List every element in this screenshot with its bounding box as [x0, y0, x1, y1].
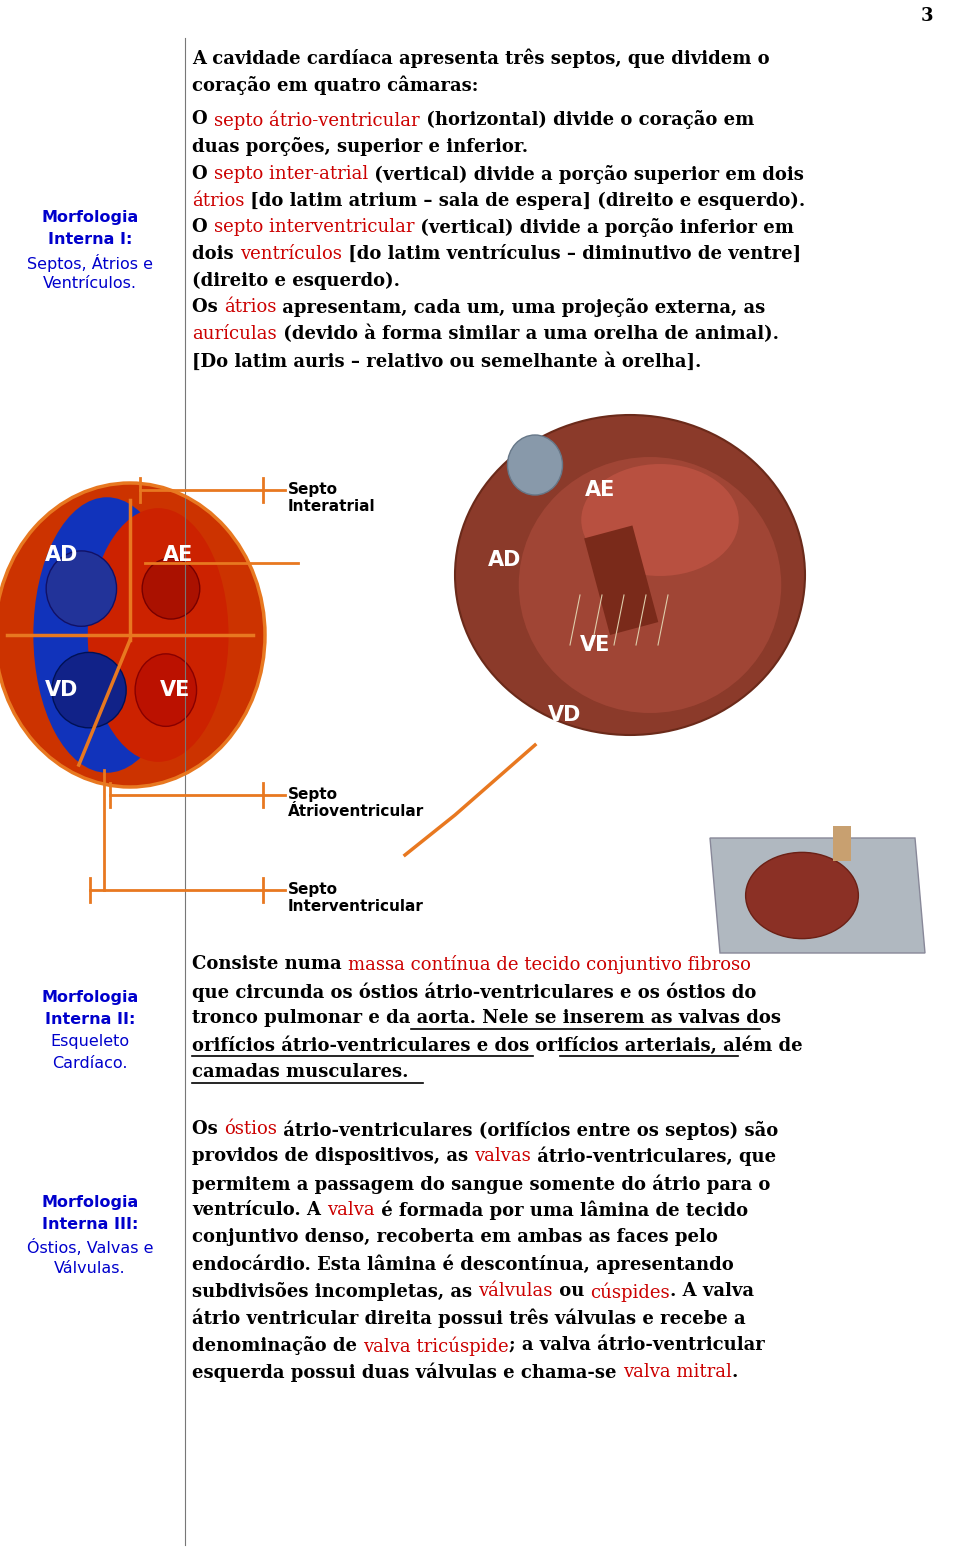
Text: Ventrículos.: Ventrículos.: [43, 276, 137, 292]
Text: cúspides: cúspides: [590, 1281, 670, 1302]
Text: [do latim ventrículus – diminutivo de ventre]: [do latim ventrículus – diminutivo de ve…: [342, 245, 801, 263]
Text: valva tricúspide: valva tricúspide: [363, 1336, 509, 1355]
Text: VD: VD: [45, 680, 79, 700]
Text: septo átrio-ventricular: septo átrio-ventricular: [214, 111, 420, 129]
Text: VE: VE: [580, 635, 611, 655]
Text: massa contínua de tecido conjuntivo fibroso: massa contínua de tecido conjuntivo fibr…: [348, 956, 751, 974]
Text: denominação de: denominação de: [192, 1336, 363, 1355]
Ellipse shape: [87, 508, 228, 762]
Text: Morfologia: Morfologia: [41, 210, 138, 224]
Text: A cavidade cardíaca apresenta três septos, que dividem o: A cavidade cardíaca apresenta três septo…: [192, 48, 770, 67]
Text: septo interventricular: septo interventricular: [214, 218, 415, 235]
Text: duas porções, superior e inferior.: duas porções, superior e inferior.: [192, 137, 528, 156]
Text: átrios: átrios: [224, 298, 276, 316]
Text: Septo
Átrioventricular: Septo Átrioventricular: [288, 787, 424, 820]
Text: átrios: átrios: [192, 192, 245, 210]
Text: que circunda os óstios átrio-ventriculares e os óstios do: que circunda os óstios átrio-ventricular…: [192, 982, 756, 1001]
Text: endocárdio. Esta lâmina é descontínua, apresentando: endocárdio. Esta lâmina é descontínua, a…: [192, 1255, 733, 1275]
Text: ou: ou: [553, 1281, 590, 1300]
Text: valva: valva: [327, 1200, 374, 1219]
Text: AE: AE: [585, 480, 615, 500]
Text: Interna II:: Interna II:: [45, 1012, 135, 1027]
Ellipse shape: [52, 652, 126, 728]
Text: Esqueleto: Esqueleto: [51, 1034, 130, 1049]
Text: Septos, Átrios e: Septos, Átrios e: [27, 254, 153, 271]
Text: camadas musculares.: camadas musculares.: [192, 1063, 409, 1080]
Text: (direito e esquerdo).: (direito e esquerdo).: [192, 271, 400, 290]
Text: .: .: [732, 1363, 738, 1381]
Text: AD: AD: [45, 546, 79, 564]
Text: é formada por uma lâmina de tecido: é formada por uma lâmina de tecido: [374, 1200, 748, 1221]
Text: ventrículo. A: ventrículo. A: [192, 1200, 327, 1219]
Text: Interna I:: Interna I:: [48, 232, 132, 246]
Text: Os: Os: [192, 298, 224, 316]
Ellipse shape: [0, 483, 265, 787]
Text: [Do latim auris – relativo ou semelhante à orelha].: [Do latim auris – relativo ou semelhante…: [192, 352, 702, 371]
Text: esquerda possui duas válvulas e chama-se: esquerda possui duas válvulas e chama-se: [192, 1363, 623, 1383]
Text: Os: Os: [192, 1119, 224, 1138]
Text: valvas: valvas: [474, 1147, 531, 1165]
Text: Cardíaco.: Cardíaco.: [52, 1055, 128, 1071]
Ellipse shape: [46, 550, 116, 627]
Text: Interna III:: Interna III:: [42, 1218, 138, 1232]
Bar: [584, 525, 659, 635]
Text: aurículas: aurículas: [192, 324, 276, 343]
Ellipse shape: [746, 853, 858, 939]
Text: dois: dois: [192, 245, 240, 263]
Text: septo inter-atrial: septo inter-atrial: [214, 165, 368, 182]
Text: átrio ventricular direita possui três válvulas e recebe a: átrio ventricular direita possui três vá…: [192, 1310, 746, 1328]
Text: providos de dispositivos, as: providos de dispositivos, as: [192, 1147, 474, 1165]
Text: átrio-ventriculares (orifícios entre os septos) são: átrio-ventriculares (orifícios entre os …: [276, 1119, 779, 1140]
Ellipse shape: [508, 435, 563, 496]
Text: Óstios, Valvas e: Óstios, Valvas e: [27, 1239, 154, 1257]
Text: Septo
Interventricular: Septo Interventricular: [288, 882, 424, 915]
Text: permitem a passagem do sangue somente do átrio para o: permitem a passagem do sangue somente do…: [192, 1174, 770, 1194]
Text: valva mitral: valva mitral: [623, 1363, 732, 1381]
Ellipse shape: [581, 465, 739, 575]
Text: O: O: [192, 218, 214, 235]
Text: Válvulas.: Válvulas.: [54, 1261, 126, 1275]
Text: válvulas: válvulas: [478, 1281, 553, 1300]
Text: Morfologia: Morfologia: [41, 1196, 138, 1210]
Text: (horizontal) divide o coração em: (horizontal) divide o coração em: [420, 111, 754, 129]
Text: ventrículos: ventrículos: [240, 245, 342, 263]
Text: tronco pulmonar e da aorta. Nele se inserem as valvas dos: tronco pulmonar e da aorta. Nele se inse…: [192, 1009, 781, 1027]
Text: AD: AD: [489, 550, 521, 571]
Text: AE: AE: [163, 546, 193, 564]
Text: 3: 3: [921, 6, 933, 25]
Ellipse shape: [455, 415, 805, 734]
Text: (devido à forma similar a uma orelha de animal).: (devido à forma similar a uma orelha de …: [276, 324, 779, 343]
Text: [do latim atrium – sala de espera] (direito e esquerdo).: [do latim atrium – sala de espera] (dire…: [245, 192, 805, 210]
Ellipse shape: [142, 558, 200, 619]
Text: Morfologia: Morfologia: [41, 990, 138, 1006]
Ellipse shape: [34, 497, 180, 773]
Text: ; a valva átrio-ventricular: ; a valva átrio-ventricular: [509, 1336, 764, 1355]
Text: coração em quatro câmaras:: coração em quatro câmaras:: [192, 75, 478, 95]
Text: átrio-ventriculares, que: átrio-ventriculares, que: [531, 1147, 777, 1166]
Ellipse shape: [135, 653, 197, 726]
Text: O: O: [192, 165, 214, 182]
Text: orifícios átrio-ventriculares e dos orifícios arteriais, além de: orifícios átrio-ventriculares e dos orif…: [192, 1037, 803, 1054]
Text: (vertical) divide a porção superior em dois: (vertical) divide a porção superior em d…: [368, 165, 804, 184]
Text: subdivisões incompletas, as: subdivisões incompletas, as: [192, 1281, 478, 1302]
Text: Consiste numa: Consiste numa: [192, 956, 348, 973]
Ellipse shape: [518, 457, 781, 712]
Text: VD: VD: [548, 705, 582, 725]
Text: óstios: óstios: [224, 1119, 276, 1138]
Bar: [832, 826, 851, 861]
Text: conjuntivo denso, recoberta em ambas as faces pelo: conjuntivo denso, recoberta em ambas as …: [192, 1228, 718, 1246]
Text: . A valva: . A valva: [670, 1281, 754, 1300]
Text: VE: VE: [159, 680, 190, 700]
Text: apresentam, cada um, uma projeção externa, as: apresentam, cada um, uma projeção extern…: [276, 298, 766, 316]
Text: (vertical) divide a porção inferior em: (vertical) divide a porção inferior em: [415, 218, 794, 237]
Text: O: O: [192, 111, 214, 128]
Polygon shape: [710, 839, 925, 953]
Text: Septo
Interatrial: Septo Interatrial: [288, 482, 375, 514]
